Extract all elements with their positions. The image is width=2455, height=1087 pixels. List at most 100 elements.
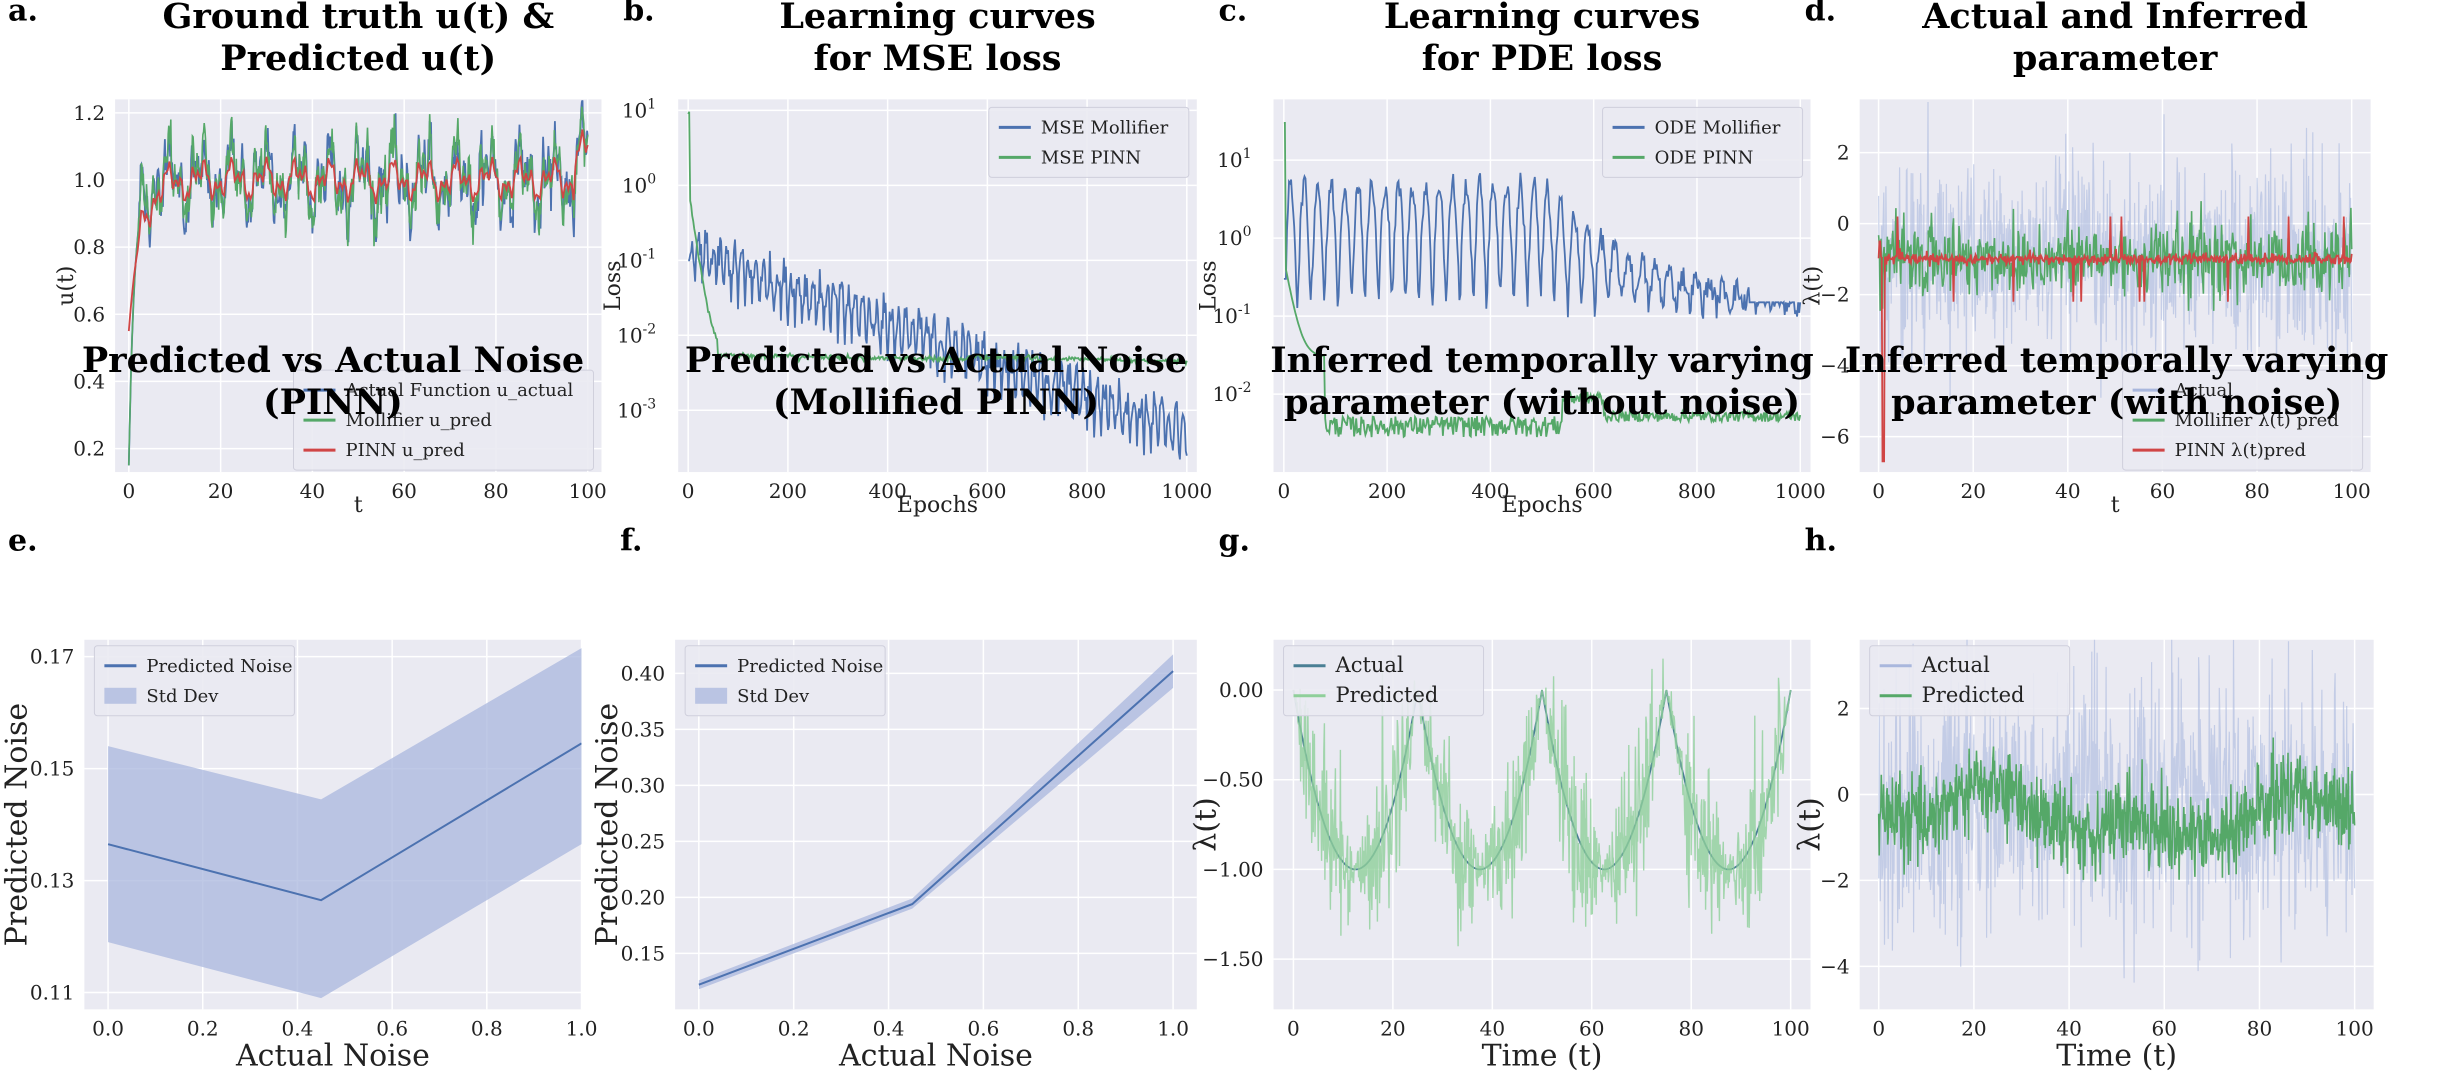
x-tick-label: 0 [122, 479, 135, 503]
legend-entry: Std Dev [737, 686, 810, 707]
y-tick-label: 0.11 [30, 981, 75, 1005]
y-tick-label: −1.50 [1202, 947, 1263, 971]
y-tick-label: 1.2 [73, 101, 105, 125]
legend: Actual Predicted [1283, 645, 1485, 717]
y-tick-label: 0.00 [1219, 678, 1264, 702]
legend-entry: PINN λ(t)pred [2175, 440, 2306, 461]
y-tick-label: 0.30 [621, 773, 666, 797]
x-tick-label: 600 [1575, 479, 1613, 503]
panel-title-line2: (Mollified PINN) [773, 382, 1099, 423]
x-tick-label: 100 [1772, 1016, 1810, 1040]
legend-swatch [104, 687, 137, 704]
y-tick-label: 0.15 [30, 757, 75, 781]
y-axis-label: Loss [601, 261, 626, 311]
legend-box [1283, 645, 1485, 717]
x-tick-label: 800 [1068, 479, 1106, 503]
x-tick-label: 800 [1678, 479, 1716, 503]
x-tick-label: 1000 [1161, 479, 1212, 503]
legend: MSE Mollifier MSE PINN [988, 106, 1190, 178]
plot-area [1292, 658, 1792, 947]
plot-area [127, 100, 589, 466]
x-tick-label: 0.8 [1062, 1016, 1094, 1040]
y-tick-label: 2 [1837, 141, 1850, 165]
y-tick-label: −1.00 [1202, 857, 1263, 881]
panel-label: f. [620, 524, 642, 559]
x-tick-label: 40 [1480, 1016, 1505, 1040]
legend: Actual Function u_actual Mollifier u_pred… [292, 369, 594, 471]
plot-area [698, 654, 1174, 990]
legend-entry: Mollifier λ(t) pred [2175, 410, 2339, 431]
legend-entry: Actual [1921, 653, 1990, 677]
x-tick-label: 1000 [1775, 479, 1826, 503]
y-tick-label: 0.6 [73, 302, 105, 326]
x-tick-label: 0.4 [282, 1016, 314, 1040]
series-line-1 [1292, 658, 1792, 947]
y-tick-label: 0.20 [621, 885, 666, 909]
panel-label: c. [1219, 0, 1248, 28]
panel-title-line1: Predicted vs Actual Noise [685, 340, 1187, 381]
x-tick-label: 0.6 [967, 1016, 999, 1040]
y-tick-label: 101 [622, 96, 656, 122]
x-axis-label: Actual Noise [838, 1038, 1033, 1073]
y-tick-label: 2 [1837, 697, 1850, 721]
legend-box [1869, 645, 2071, 717]
y-axis-label: u(t) [54, 266, 79, 306]
panel-title-line2: Predicted u(t) [220, 38, 496, 79]
x-tick-label: 0 [1872, 479, 1885, 503]
legend-box [684, 645, 886, 717]
y-tick-label: 10-2 [1212, 380, 1251, 406]
x-tick-label: 60 [1579, 1016, 1604, 1040]
series-line-2 [1877, 216, 2353, 463]
predicted-noise-line [698, 670, 1174, 986]
x-tick-label: 40 [2056, 1016, 2081, 1040]
series-line-1 [687, 111, 1188, 367]
x-axis-label: t [354, 493, 363, 518]
panel-title-line2: parameter (with noise) [1891, 382, 2342, 423]
x-tick-label: 0 [1872, 1016, 1885, 1040]
legend-entry: MSE PINN [1041, 147, 1141, 168]
panel-label: d. [1805, 0, 1836, 28]
x-tick-label: 0.0 [683, 1016, 715, 1040]
series-line-0 [1878, 639, 2356, 983]
y-tick-label: 100 [622, 171, 656, 197]
legend-entry: ODE Mollifier [1655, 117, 1781, 138]
plot-area [1283, 122, 1802, 439]
panel-title-line2: for MSE loss [814, 38, 1062, 79]
panel-title-line1: Predicted vs Actual Noise [82, 340, 584, 381]
legend-entry: Mollifier u_pred [345, 410, 491, 431]
legend: ODE Mollifier ODE PINN [1602, 106, 1804, 178]
panel-label: b. [623, 0, 654, 28]
y-axis-label: Loss [1197, 261, 1222, 311]
x-tick-label: 0.0 [92, 1016, 124, 1040]
legend-entry: MSE Mollifier [1041, 117, 1169, 138]
legend-entry: Actual [2174, 380, 2234, 401]
y-axis-label: Predicted Noise [0, 703, 34, 947]
x-tick-label: 100 [569, 479, 607, 503]
y-tick-label: −2 [1820, 868, 1849, 892]
x-tick-label: 60 [2150, 479, 2175, 503]
legend: Predicted Noise Std Dev [684, 645, 886, 717]
x-tick-label: 600 [968, 479, 1006, 503]
legend-swatch [695, 687, 728, 704]
std-dev-band [108, 648, 582, 999]
y-tick-label: 0.4 [73, 369, 105, 393]
legend-box [1602, 106, 1804, 178]
series-line-0 [1283, 172, 1802, 319]
x-tick-label: 0.8 [471, 1016, 503, 1040]
x-tick-label: 0.2 [187, 1016, 219, 1040]
x-tick-label: 200 [1368, 479, 1406, 503]
x-tick-label: 20 [1380, 1016, 1405, 1040]
panel-label: g. [1219, 524, 1250, 559]
y-tick-label: 0.8 [73, 235, 105, 259]
x-tick-label: 0 [682, 479, 695, 503]
panel-f: f. Predicted vs Actual Noise(Mollified PI… [590, 340, 1197, 1073]
panel-title-line1: Learning curves [779, 0, 1095, 37]
legend-box [988, 106, 1190, 178]
legend-entry: Predicted Noise [737, 656, 883, 677]
panel-e: e. Predicted vs Actual Noise(PINN) 0.0 0.2 0… [0, 340, 597, 1073]
legend: Actual Mollifier λ(t) pred PINN λ(t)pred [2122, 369, 2364, 471]
x-tick-label: 200 [769, 479, 807, 503]
x-axis-label: Actual Noise [235, 1038, 430, 1073]
x-tick-label: 80 [2244, 479, 2269, 503]
